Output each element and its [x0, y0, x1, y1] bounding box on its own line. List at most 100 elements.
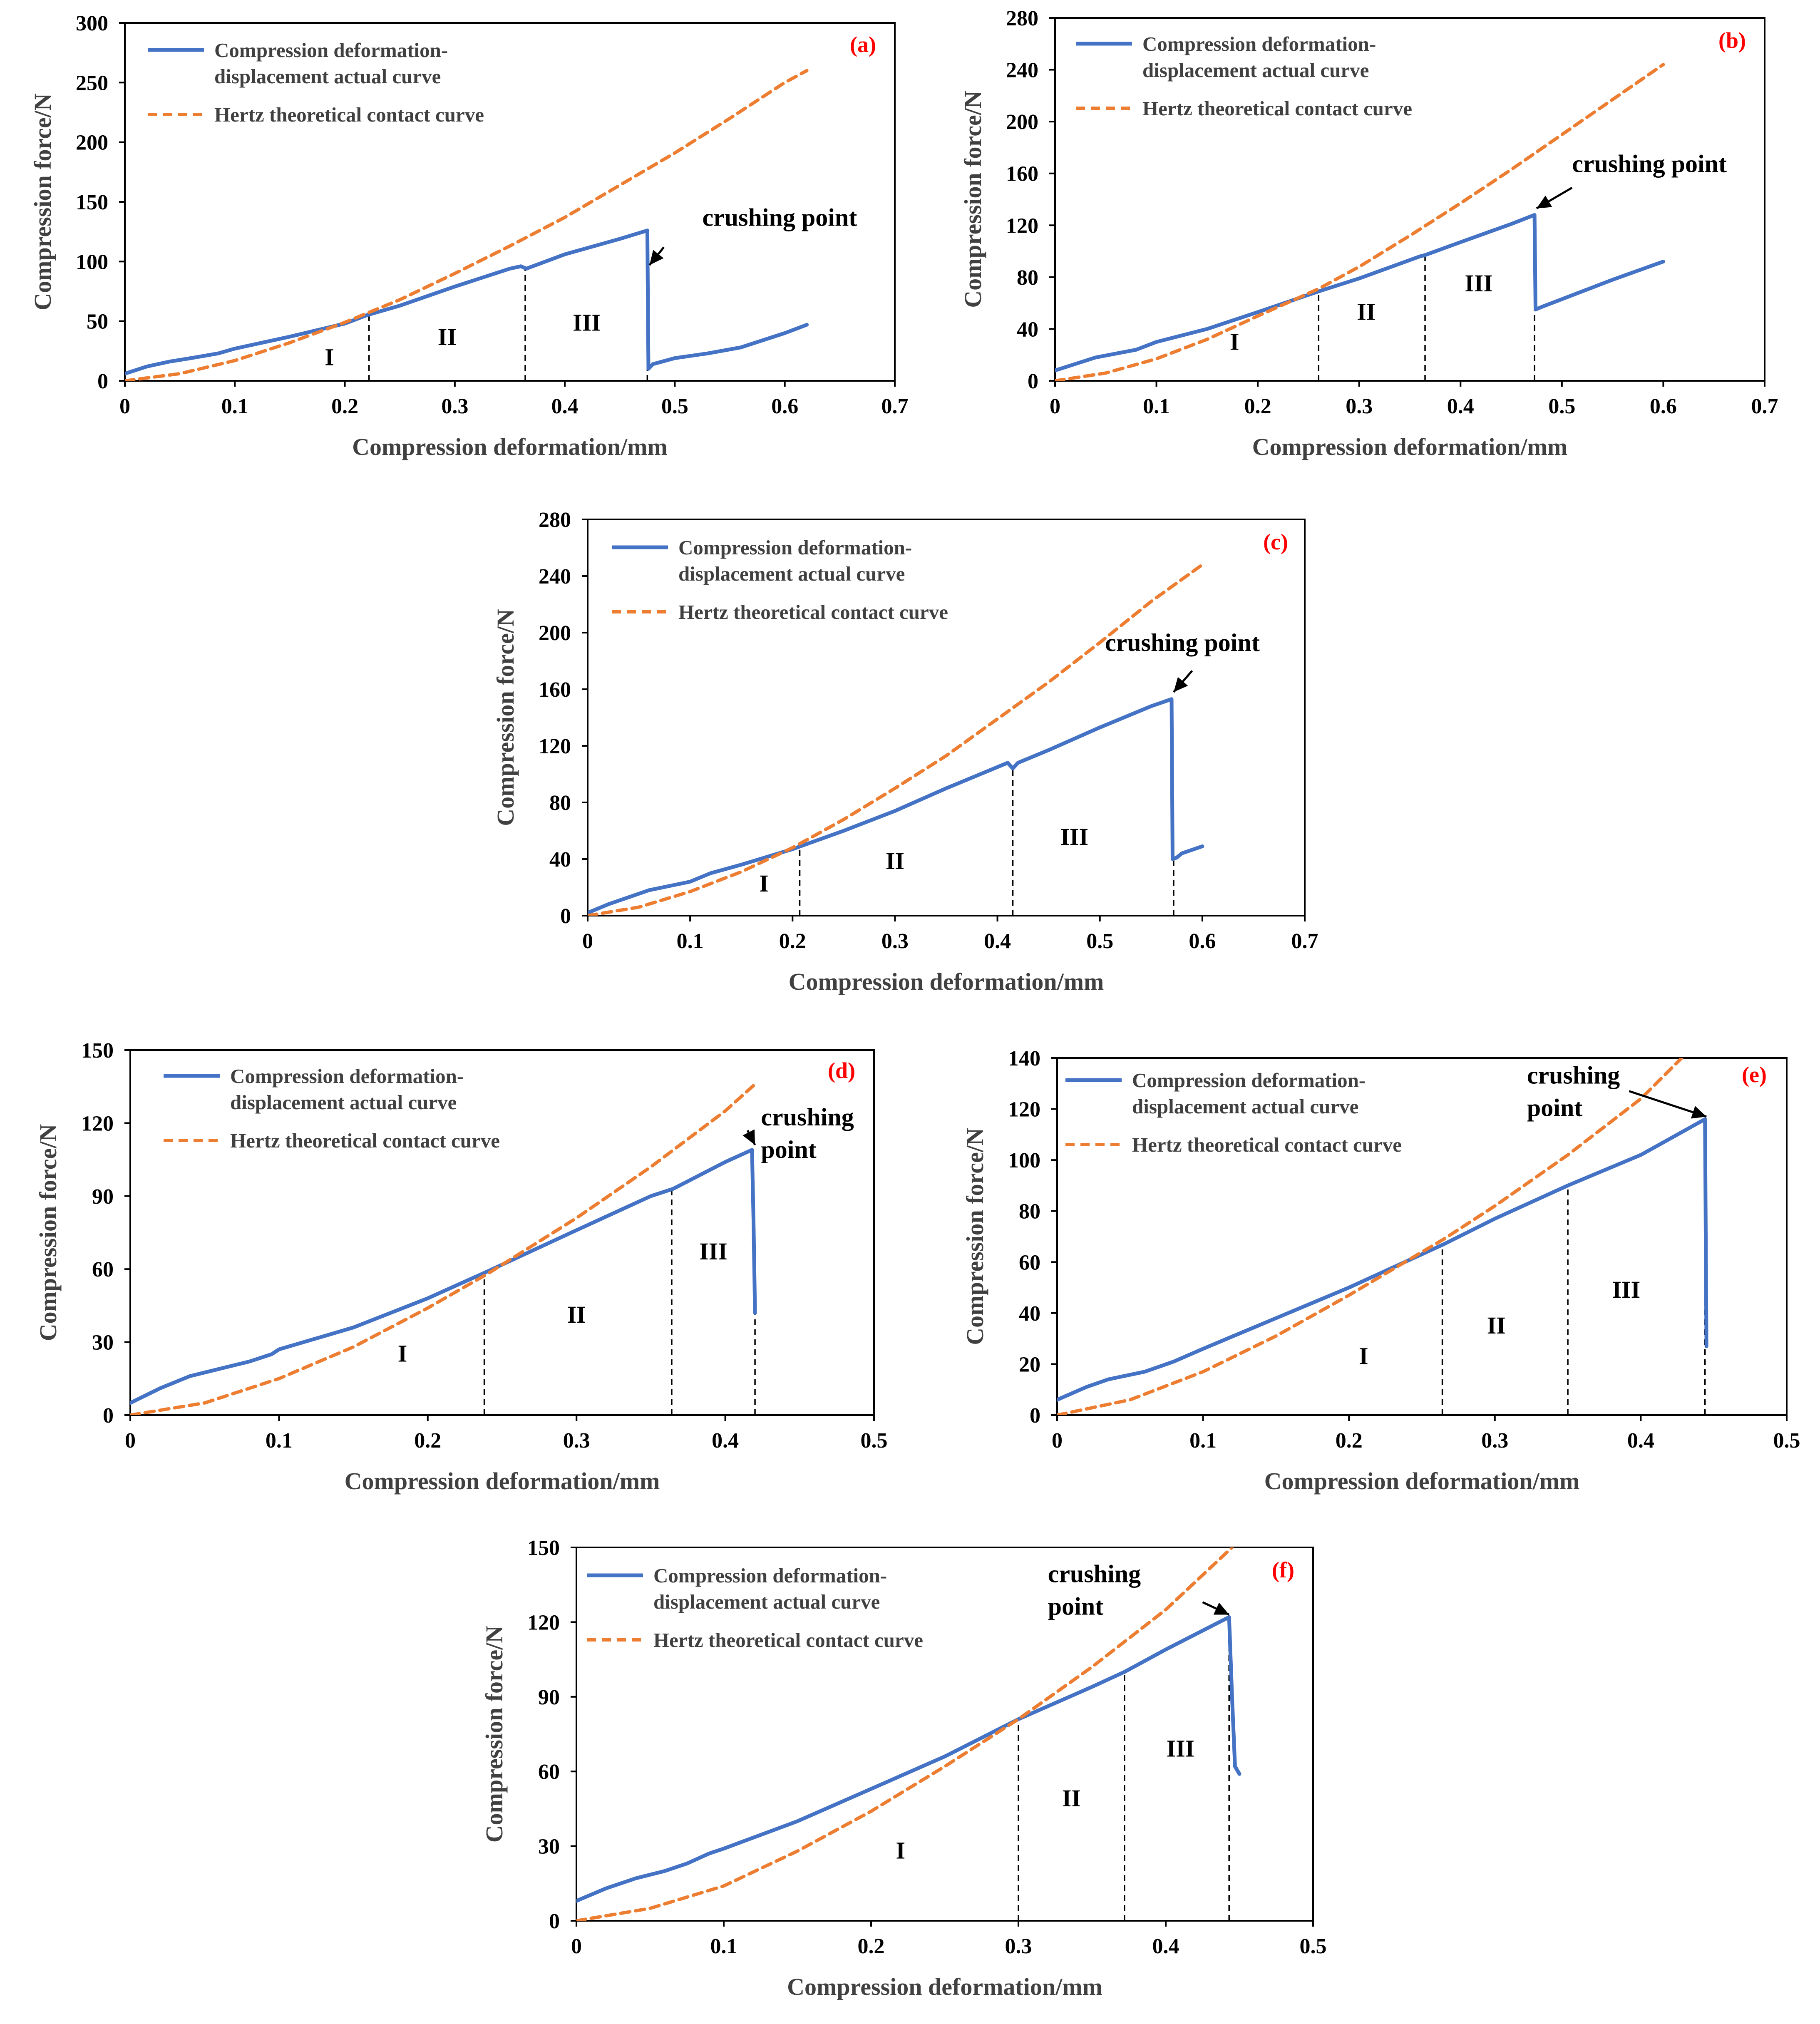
y-tick-label: 40: [1019, 1302, 1040, 1326]
y-tick-label: 280: [539, 508, 571, 532]
y-tick-label: 30: [538, 1835, 560, 1859]
legend-label-actual-line1: Compression deformation-: [1132, 1069, 1366, 1092]
region-label-3: III: [573, 309, 601, 336]
legend-label-actual-line1: Compression deformation-: [653, 1564, 887, 1587]
x-tick-label: 0.1: [1189, 1429, 1217, 1453]
arrow-head-icon: [1173, 677, 1188, 692]
y-tick-label: 80: [1017, 266, 1038, 290]
series-line-actual: [576, 1615, 1241, 1903]
x-tick-label: 0.5: [1773, 1429, 1800, 1453]
plot-frame: [587, 519, 1306, 916]
x-tick-label: 0.4: [712, 1429, 739, 1453]
y-tick-label: 120: [527, 1611, 560, 1634]
panel-label: (c): [1263, 529, 1288, 554]
x-tick-label: 0.3: [1481, 1429, 1508, 1453]
x-tick-label: 0.1: [221, 395, 248, 418]
y-tick-label: 0: [1028, 370, 1038, 393]
x-tick-label: 0.1: [266, 1429, 293, 1453]
chart-panel-5: 0 0.1 0.2 0.3 0.4 0.5 0 20 40 60 80 100 120 140 Compre…: [961, 1047, 1800, 1495]
legend-label-actual-line2: displacement actual curve: [230, 1091, 457, 1114]
legend-label-hertz: Hertz theoretical contact curve: [230, 1129, 500, 1152]
x-tick-label: 0: [1052, 1429, 1063, 1453]
x-tick-label: 0.3: [441, 395, 468, 418]
y-tick-label: 200: [1006, 110, 1038, 134]
x-tick-label: 0.6: [1189, 929, 1216, 953]
crushing-point-label: point: [1527, 1094, 1582, 1121]
y-tick-label: 200: [539, 621, 571, 645]
crushing-point-label: point: [761, 1136, 816, 1163]
x-axis-title: Compression deformation/mm: [1264, 1468, 1580, 1495]
y-tick-label: 60: [92, 1258, 114, 1281]
legend-label-actual-line1: Compression deformation-: [1142, 32, 1376, 55]
legend-label-hertz: Hertz theoretical contact curve: [653, 1629, 923, 1651]
y-tick-label: 60: [538, 1760, 560, 1784]
legend-label-actual-line1: Compression deformation-: [214, 39, 448, 62]
y-tick-label: 60: [1019, 1251, 1040, 1274]
x-tick-label: 0.4: [984, 929, 1011, 953]
series-line-hertz: [125, 69, 809, 381]
legend-label-actual-line1: Compression deformation-: [230, 1065, 464, 1088]
y-tick-label: 300: [76, 12, 108, 35]
panel-label: (d): [828, 1058, 855, 1083]
x-tick-label: 0: [119, 395, 130, 418]
x-tick-label: 0.2: [779, 929, 806, 953]
x-tick-label: 0.4: [1627, 1429, 1654, 1453]
y-tick-label: 160: [1006, 162, 1038, 186]
x-tick-label: 0.1: [710, 1935, 737, 1958]
y-axis-title: Compression force/N: [961, 1128, 988, 1345]
series-line-actual: [1057, 1117, 1708, 1402]
y-tick-label: 30: [92, 1331, 114, 1355]
crushing-point-label: point: [1048, 1593, 1103, 1620]
x-axis-title: Compression deformation/mm: [352, 433, 668, 460]
region-label-3: III: [1167, 1735, 1195, 1762]
series-line-actual: [125, 228, 809, 376]
x-axis-title: Compression deformation/mm: [787, 1973, 1102, 2000]
panel-label: (f): [1272, 1557, 1294, 1582]
plot-frame: [576, 1547, 1314, 1922]
x-tick-label: 0.3: [1346, 395, 1373, 418]
series-line-actual: [1055, 213, 1665, 373]
region-label-2: II: [1357, 298, 1376, 325]
x-tick-label: 0.2: [858, 1935, 885, 1958]
arrow-head-icon: [1213, 1602, 1229, 1615]
chart-panel-2: 0 0.1 0.2 0.3 0.4 0.5 0.6 0.7 0 40 80 120 160 200 240 2…: [959, 7, 1778, 460]
region-label-1: I: [1359, 1342, 1368, 1369]
x-tick-label: 0.3: [881, 929, 909, 953]
x-tick-label: 0.1: [1143, 395, 1170, 418]
y-tick-label: 90: [538, 1686, 560, 1709]
plot-frame: [1054, 17, 1765, 382]
x-axis-title: Compression deformation/mm: [1252, 433, 1568, 460]
series-line-hertz: [588, 563, 1204, 916]
x-tick-label: 0.7: [1751, 395, 1778, 418]
legend-label-actual-line2: displacement actual curve: [678, 562, 905, 585]
crushing-point-label: crushing: [1527, 1061, 1620, 1089]
region-label-2: II: [567, 1301, 586, 1328]
y-tick-label: 50: [87, 310, 108, 334]
panel-label: (a): [850, 32, 876, 57]
y-tick-label: 20: [1019, 1353, 1040, 1376]
panel-label: (e): [1742, 1062, 1767, 1087]
y-tick-label: 120: [1006, 214, 1038, 238]
series-line-actual: [130, 1148, 757, 1405]
x-tick-label: 0.2: [331, 395, 358, 418]
x-axis-title: Compression deformation/mm: [345, 1468, 660, 1495]
y-tick-label: 150: [76, 191, 108, 214]
y-tick-label: 0: [103, 1404, 114, 1428]
series-line-hertz: [576, 1547, 1234, 1921]
legend-label-actual-line2: displacement actual curve: [1132, 1095, 1358, 1118]
region-label-3: III: [1465, 270, 1493, 297]
series-line-hertz: [1055, 63, 1665, 381]
y-axis-title: Compression force/N: [492, 609, 519, 826]
region-label-2: II: [1487, 1312, 1506, 1339]
region-label-2: II: [1062, 1785, 1081, 1812]
legend-label-hertz: Hertz theoretical contact curve: [1142, 97, 1412, 120]
chart-panel-4: 0 0.1 0.2 0.3 0.4 0.5 0 30 60 90 120 150 Compression…: [35, 1039, 888, 1495]
x-tick-label: 0.5: [1086, 929, 1113, 953]
x-tick-label: 0.2: [1336, 1429, 1363, 1453]
region-label-1: I: [325, 344, 334, 371]
arrow-head-icon: [1536, 195, 1552, 209]
plot-frame: [129, 1049, 875, 1416]
y-tick-label: 40: [549, 848, 571, 872]
y-tick-label: 140: [1008, 1047, 1040, 1070]
y-tick-label: 250: [76, 71, 108, 95]
